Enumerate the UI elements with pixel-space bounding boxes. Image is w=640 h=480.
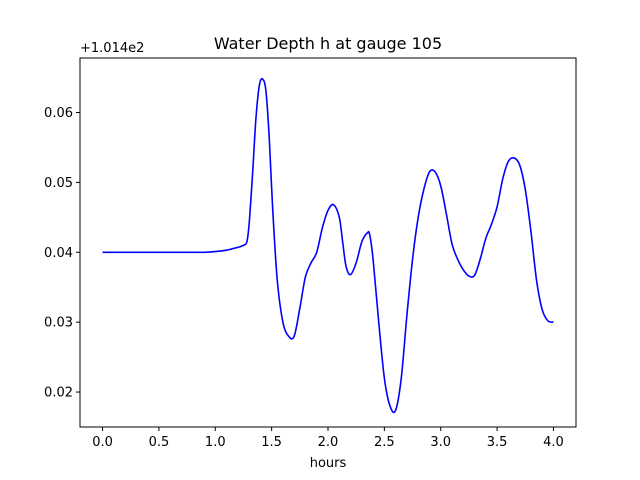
y-tick-label: 0.03 <box>44 316 73 331</box>
y-tick-label: 0.05 <box>44 176 73 191</box>
y-axis: 0.02 0.03 0.04 0.05 0.06 <box>44 106 80 401</box>
x-tick-label: 4.0 <box>543 435 564 450</box>
x-tick-label: 2.5 <box>374 435 395 450</box>
x-tick-label: 1.0 <box>205 435 226 450</box>
y-tick-label: 0.02 <box>44 386 73 401</box>
x-tick-label: 0.5 <box>149 435 170 450</box>
series-layer <box>102 77 554 414</box>
x-tick-label: 0.0 <box>92 435 113 450</box>
x-tick-label: 3.5 <box>487 435 508 450</box>
x-tick-label: 3.0 <box>430 435 451 450</box>
chart-title: Water Depth h at gauge 105 <box>214 34 442 53</box>
y-offset-label: +1.014e2 <box>80 41 144 56</box>
x-tick-label: 1.5 <box>261 435 282 450</box>
y-tick-label: 0.06 <box>44 106 73 121</box>
y-tick-label: 0.04 <box>44 246 73 261</box>
x-axis-label: hours <box>310 456 347 471</box>
x-axis: 0.0 0.5 1.0 1.5 2.0 2.5 3.0 3.5 4.0 <box>92 427 564 450</box>
x-tick-label: 2.0 <box>318 435 339 450</box>
series-line <box>102 77 554 414</box>
